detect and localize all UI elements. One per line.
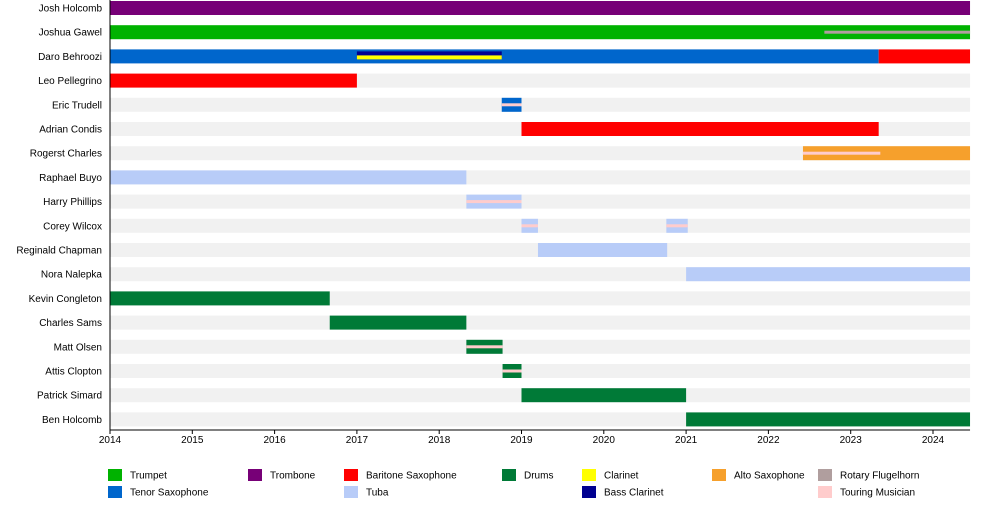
legend-swatch-clarinet bbox=[582, 469, 596, 481]
bar-trombone bbox=[110, 1, 971, 15]
member-name: Reginald Chapman bbox=[16, 246, 102, 257]
member-name: Joshua Gawel bbox=[39, 28, 102, 39]
stripe-touring bbox=[466, 200, 522, 204]
legend-label-trumpet: Trumpet bbox=[130, 471, 167, 482]
member-name: Matt Olsen bbox=[54, 342, 102, 353]
row-background bbox=[110, 218, 971, 233]
row-background bbox=[110, 194, 971, 209]
legend-swatch-flugelhorn bbox=[818, 469, 832, 481]
row-background bbox=[110, 146, 971, 161]
x-tick-label: 2022 bbox=[757, 435, 780, 446]
stripe-touring bbox=[666, 224, 688, 228]
legend-label-drums: Drums bbox=[524, 471, 553, 482]
stripe-touring bbox=[802, 151, 881, 155]
bar-baritone bbox=[878, 49, 971, 64]
member-name: Raphael Buyo bbox=[39, 173, 102, 184]
bar-alto bbox=[802, 146, 971, 161]
stripe-touring bbox=[502, 369, 522, 373]
x-tick-label: 2024 bbox=[922, 435, 945, 446]
x-tick-label: 2023 bbox=[840, 435, 863, 446]
legend-swatch-trumpet bbox=[108, 469, 122, 481]
member-name: Eric Trudell bbox=[52, 100, 102, 111]
legend-label-bassclarinet: Bass Clarinet bbox=[604, 488, 664, 499]
x-tick-label: 2019 bbox=[510, 435, 533, 446]
legend-swatch-tenor bbox=[108, 486, 122, 498]
legend-swatch-bassclarinet bbox=[582, 486, 596, 498]
bar-tuba bbox=[110, 170, 467, 185]
legend-label-alto: Alto Saxophone bbox=[734, 471, 805, 482]
member-name: Attis Clopton bbox=[45, 367, 102, 378]
legend-label-flugelhorn: Rotary Flugelhorn bbox=[840, 471, 919, 482]
legend-label-trombone: Trombone bbox=[270, 471, 316, 482]
legend-swatch-baritone bbox=[344, 469, 358, 481]
member-name: Patrick Simard bbox=[37, 391, 102, 402]
stripe-touring bbox=[501, 103, 522, 107]
x-tick-label: 2020 bbox=[593, 435, 616, 446]
member-name: Rogerst Charles bbox=[30, 149, 102, 160]
bar-drums bbox=[521, 388, 687, 403]
bar-drums bbox=[686, 412, 971, 427]
legend-swatch-drums bbox=[502, 469, 516, 481]
row-background bbox=[110, 339, 971, 354]
bar-baritone bbox=[110, 73, 357, 88]
member-name: Charles Sams bbox=[39, 318, 102, 329]
legend-swatch-alto bbox=[712, 469, 726, 481]
x-tick-label: 2014 bbox=[99, 435, 122, 446]
member-name: Nora Nalepka bbox=[41, 270, 103, 281]
bar-trumpet bbox=[110, 25, 971, 40]
bar-tuba bbox=[537, 243, 668, 257]
bar-drums bbox=[110, 291, 330, 306]
legend-label-baritone: Baritone Saxophone bbox=[366, 471, 457, 482]
bar-baritone bbox=[521, 122, 879, 136]
legend-label-clarinet: Clarinet bbox=[604, 471, 639, 482]
member-name: Leo Pellegrino bbox=[38, 76, 102, 87]
member-name: Daro Behroozi bbox=[38, 52, 102, 63]
member-name: Harry Phillips bbox=[43, 197, 102, 208]
x-tick-label: 2015 bbox=[181, 435, 204, 446]
legend-swatch-tuba bbox=[344, 486, 358, 498]
row-background bbox=[110, 97, 971, 112]
legend-swatch-touring bbox=[818, 486, 832, 498]
bar-drums bbox=[329, 315, 467, 330]
stripe-flugelhorn bbox=[824, 30, 971, 34]
stripe-touring bbox=[466, 345, 503, 349]
member-name: Kevin Congleton bbox=[29, 294, 102, 305]
row-background bbox=[110, 364, 971, 378]
member-name: Josh Holcomb bbox=[39, 4, 103, 15]
legend-swatch-trombone bbox=[248, 469, 262, 481]
legend-label-tuba: Tuba bbox=[366, 488, 389, 499]
bar-tuba bbox=[686, 267, 971, 282]
x-tick-label: 2016 bbox=[263, 435, 286, 446]
stripe-clarinet bbox=[356, 55, 502, 60]
legend-label-touring: Touring Musician bbox=[840, 488, 915, 499]
x-tick-label: 2017 bbox=[346, 435, 369, 446]
row-background bbox=[110, 315, 971, 330]
stripe-touring bbox=[521, 224, 538, 228]
member-name: Corey Wilcox bbox=[43, 221, 102, 232]
member-name: Ben Holcomb bbox=[42, 415, 102, 426]
legend-label-tenor: Tenor Saxophone bbox=[130, 488, 209, 499]
x-tick-label: 2021 bbox=[675, 435, 698, 446]
member-name: Adrian Condis bbox=[39, 125, 102, 136]
x-tick-label: 2018 bbox=[428, 435, 451, 446]
